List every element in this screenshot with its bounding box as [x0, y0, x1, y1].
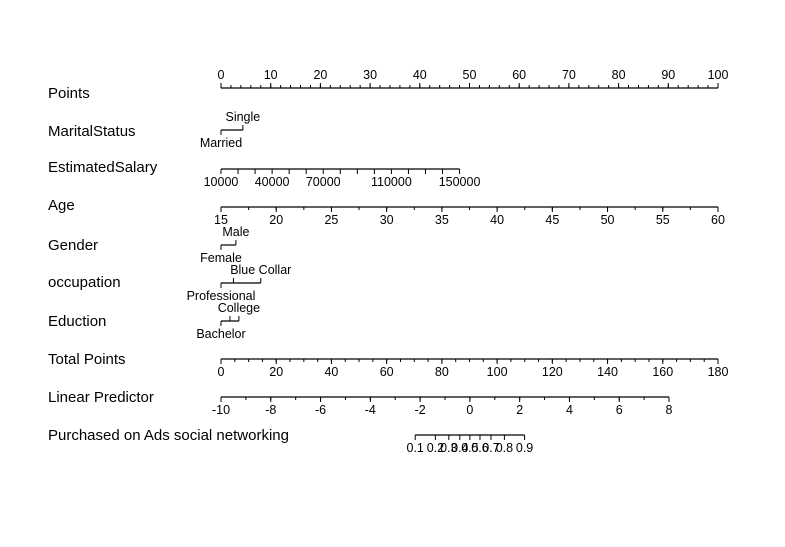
tick-label: 80	[612, 68, 626, 82]
tick-label: 50	[463, 68, 477, 82]
tick-label: 40	[413, 68, 427, 82]
tick-label: 60	[380, 365, 394, 379]
tick-label: 100	[708, 68, 729, 82]
tick-label: 0.7	[482, 441, 499, 455]
row-label-total-points: Total Points	[48, 351, 126, 368]
row-total-points: Total Points 0 20 40 60 80 100 120 140 160 180	[48, 351, 728, 379]
tick-label: 25	[324, 213, 338, 227]
row-label-occupation: occupation	[48, 274, 121, 291]
row-age: Age 15 20 25 30 35 40 45 50 55 60	[48, 197, 725, 227]
tick-label: College	[218, 301, 260, 315]
tick-label: 30	[363, 68, 377, 82]
row-label-points: Points	[48, 85, 90, 102]
tick-label: Blue Collar	[230, 263, 291, 277]
row-label-linear-predictor: Linear Predictor	[48, 389, 154, 406]
tick-label: 0.6	[471, 441, 488, 455]
tick-label: 20	[269, 213, 283, 227]
tick-label: 50	[601, 213, 615, 227]
row-estimatedsalary: EstimatedSalary 10000 40000 70000 110000 1500…	[48, 159, 480, 189]
row-label-eduction: Eduction	[48, 313, 106, 330]
row-label-gender: Gender	[48, 237, 98, 254]
tick-label: 80	[435, 365, 449, 379]
tick-label: 60	[512, 68, 526, 82]
tick-label: 0.3	[440, 441, 457, 455]
tick-label: 35	[435, 213, 449, 227]
row-maritalstatus: MaritalStatus Married Single	[48, 110, 260, 150]
row-label-estimatedsalary: EstimatedSalary	[48, 159, 158, 176]
tick-label: 70	[562, 68, 576, 82]
tick-label: 40	[490, 213, 504, 227]
tick-label: 120	[542, 365, 563, 379]
tick-label: 0.2	[427, 441, 444, 455]
tick-label: 6	[616, 403, 623, 417]
tick-label: 10	[264, 68, 278, 82]
tick-label: Male	[222, 225, 249, 239]
tick-label: 0.4	[451, 441, 468, 455]
tick-label: 0	[218, 365, 225, 379]
tick-label: Female	[200, 251, 242, 265]
row-occupation: occupation Professional Blue Collar	[48, 263, 291, 303]
tick-label: Professional	[187, 289, 256, 303]
tick-label: 0.9	[516, 441, 533, 455]
row-label-maritalstatus: MaritalStatus	[48, 123, 136, 140]
tick-label: -2	[415, 403, 426, 417]
tick-label: 160	[652, 365, 673, 379]
tick-label: Married	[200, 136, 242, 150]
tick-label: 0.5	[461, 441, 478, 455]
row-points: Points 0 10 20 30 40 50 60 70 80 90 100	[48, 68, 728, 102]
tick-label: 110000	[371, 175, 412, 189]
tick-label: -8	[265, 403, 276, 417]
tick-label: Single	[225, 110, 260, 124]
tick-label: 8	[666, 403, 673, 417]
row-label-age: Age	[48, 197, 75, 214]
tick-label: 40000	[255, 175, 290, 189]
tick-label: 180	[708, 365, 729, 379]
tick-label: -6	[315, 403, 326, 417]
tick-label: 2	[516, 403, 523, 417]
row-purchased-on-ads-social-networking: Purchased on Ads social networking 0.1 0.2…	[48, 427, 533, 455]
tick-label: 0	[466, 403, 473, 417]
tick-label: Bachelor	[196, 327, 245, 341]
tick-label: 150000	[439, 175, 481, 189]
tick-label: 20	[313, 68, 327, 82]
row-gender: Gender Female Male	[48, 225, 250, 265]
tick-label: 100	[487, 365, 508, 379]
row-linear-predictor: Linear Predictor -10 -8 -6 -4 -2 0 2 4 6 8	[48, 389, 673, 417]
tick-label: 55	[656, 213, 670, 227]
tick-label: 60	[711, 213, 725, 227]
tick-label: -4	[365, 403, 376, 417]
tick-label: 20	[269, 365, 283, 379]
tick-label: 40	[324, 365, 338, 379]
tick-label: 0.8	[496, 441, 513, 455]
tick-label: -10	[212, 403, 230, 417]
tick-label: 140	[597, 365, 618, 379]
tick-label: 45	[545, 213, 559, 227]
tick-label: 0	[218, 68, 225, 82]
tick-label: 15	[214, 213, 228, 227]
tick-label: 90	[661, 68, 675, 82]
tick-label: 10000	[204, 175, 239, 189]
tick-label: 4	[566, 403, 573, 417]
tick-label: 0.1	[407, 441, 424, 455]
tick-label: 70000	[306, 175, 341, 189]
row-label-purchased-on-ads-social-networking: Purchased on Ads social networking	[48, 427, 289, 444]
row-eduction: Eduction Bachelor College	[48, 301, 260, 341]
tick-label: 30	[380, 213, 394, 227]
